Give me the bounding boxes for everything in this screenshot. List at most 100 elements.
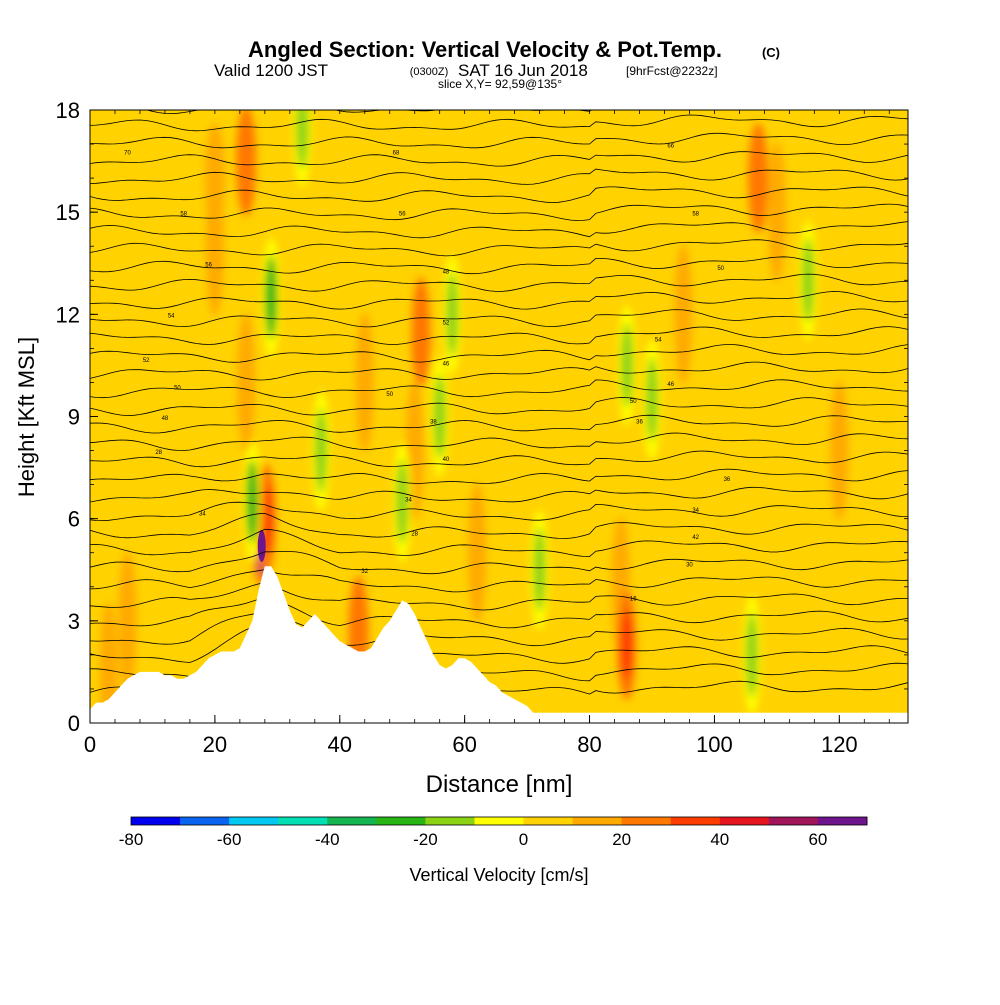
downdraft-core [396, 459, 409, 544]
colorbar-tick-label: -80 [119, 830, 144, 849]
isentrope-line [90, 308, 908, 328]
date-label: SAT 16 Jun 2018 [458, 61, 588, 80]
updraft-core [752, 143, 765, 214]
weak-updraft-streak [525, 268, 542, 361]
isentrope-label: 40 [443, 457, 450, 463]
isentrope-label: 16 [630, 596, 637, 602]
isentrope-label: 48 [162, 416, 169, 422]
isentrope-line [90, 239, 908, 257]
x-tick-label: 60 [452, 732, 476, 757]
isentrope-line [90, 622, 908, 664]
colorbar-swatch [523, 817, 574, 825]
utc-time-label: (0300Z) [410, 66, 449, 78]
isentrope-label: 54 [168, 314, 175, 320]
colorbar-tick-label: -40 [315, 830, 340, 849]
weak-updraft-streak [756, 611, 777, 720]
weak-updraft-streak [630, 549, 663, 706]
colorbar-swatch [327, 817, 377, 825]
downdraft-core [645, 357, 658, 442]
isentrope-label: 28 [155, 450, 162, 456]
updraft-core [240, 126, 253, 197]
colorbar-swatch [670, 817, 721, 825]
downdraft-core [533, 527, 546, 612]
y-tick-label: 18 [56, 98, 80, 123]
isentrope-line [90, 569, 908, 593]
updraft-column [237, 312, 256, 453]
colorbar-swatch [719, 817, 770, 825]
weak-updraft-streak [746, 342, 775, 451]
max-updraft-core [257, 529, 266, 562]
isentrope-line [90, 512, 908, 539]
isentrope-label: 68 [393, 150, 400, 156]
isentrope-line [90, 256, 908, 275]
isentrope-label: 56 [205, 263, 212, 269]
isentrope-label: 28 [411, 532, 418, 538]
isentrope-line [90, 114, 908, 132]
y-tick-label: 6 [68, 507, 80, 532]
downdraft-core [246, 459, 259, 544]
isentrope-label: 34 [692, 508, 699, 514]
colorbar-swatch [376, 817, 426, 825]
isentrope-label: 36 [724, 477, 731, 483]
isentrope-line [90, 151, 908, 167]
colorbar-frame [130, 816, 868, 826]
updraft-core [208, 143, 221, 214]
colorbar-swatch [278, 817, 328, 825]
x-tick-label: 0 [84, 732, 96, 757]
isentrope-line [90, 596, 908, 629]
x-tick-label: 20 [203, 732, 227, 757]
velocity-shading [90, 110, 908, 723]
updraft-column [355, 312, 374, 453]
isentrope-label: 36 [636, 419, 643, 425]
minor-ticks [89, 109, 908, 724]
x-tick-label: 100 [696, 732, 733, 757]
isentrope-label: 54 [655, 338, 662, 344]
isentrope-line [90, 291, 908, 310]
x-tick-label: 40 [328, 732, 352, 757]
isentrope-label: 58 [692, 212, 699, 218]
colorbar-swatch [131, 817, 181, 825]
y-tick-label: 15 [56, 200, 80, 225]
isentrope-label: 56 [399, 212, 406, 218]
isentrope-label: 48 [443, 269, 450, 275]
isentrope-label: 32 [361, 569, 368, 575]
isentrope-label: 50 [630, 399, 637, 405]
isentrope-line [90, 397, 908, 416]
updraft-core [352, 596, 365, 667]
y-axis: 0 3 6 9 12 15 18 [56, 98, 98, 736]
colorbar-title: Vertical Velocity [cm/s] [409, 865, 588, 885]
colorbar-tick-label: 60 [808, 830, 827, 849]
isentrope-label: 30 [686, 562, 693, 568]
isentrope-label: 52 [443, 321, 450, 327]
weak-updraft-streak [284, 470, 317, 547]
colorbar-tick-label: 0 [519, 830, 528, 849]
updraft-column [118, 550, 137, 691]
updraft-core [414, 296, 427, 367]
forecast-label: [9hrFcst@2232z] [626, 64, 718, 78]
isentrope-label: 38 [430, 419, 437, 425]
terrain-mask [90, 566, 908, 723]
isentrope-line [90, 326, 908, 345]
weak-updraft-streak [871, 403, 888, 464]
isentrope-label: 58 [180, 212, 187, 218]
plot-area: 70 68 66 58 56 58 56 48 50 54 52 54 52 46 50 50 46 48 38 50… [89, 109, 909, 724]
downdraft-core [315, 408, 328, 493]
colorbar-swatch [768, 817, 819, 825]
isentrope-label: 42 [692, 535, 699, 541]
isentrope-label: 52 [143, 358, 150, 364]
valid-time-label: Valid 1200 JST [214, 61, 328, 80]
weak-updraft-streak [159, 139, 192, 264]
y-axis-title: Height [Kft MSL] [14, 337, 39, 497]
chart-title: Angled Section: Vertical Velocity & Pot.… [248, 37, 722, 62]
downdraft-core [265, 255, 278, 340]
weak-updraft-streak [169, 408, 194, 533]
y-tick-label: 3 [68, 609, 80, 634]
colorbar-swatch [621, 817, 672, 825]
updraft-column [674, 244, 693, 385]
weak-updraft-streak [284, 201, 305, 278]
colorbar-swatch [572, 817, 623, 825]
colorbar-swatch [180, 817, 230, 825]
isentrope-label: 50 [386, 392, 393, 398]
terrain-profile [90, 566, 908, 723]
